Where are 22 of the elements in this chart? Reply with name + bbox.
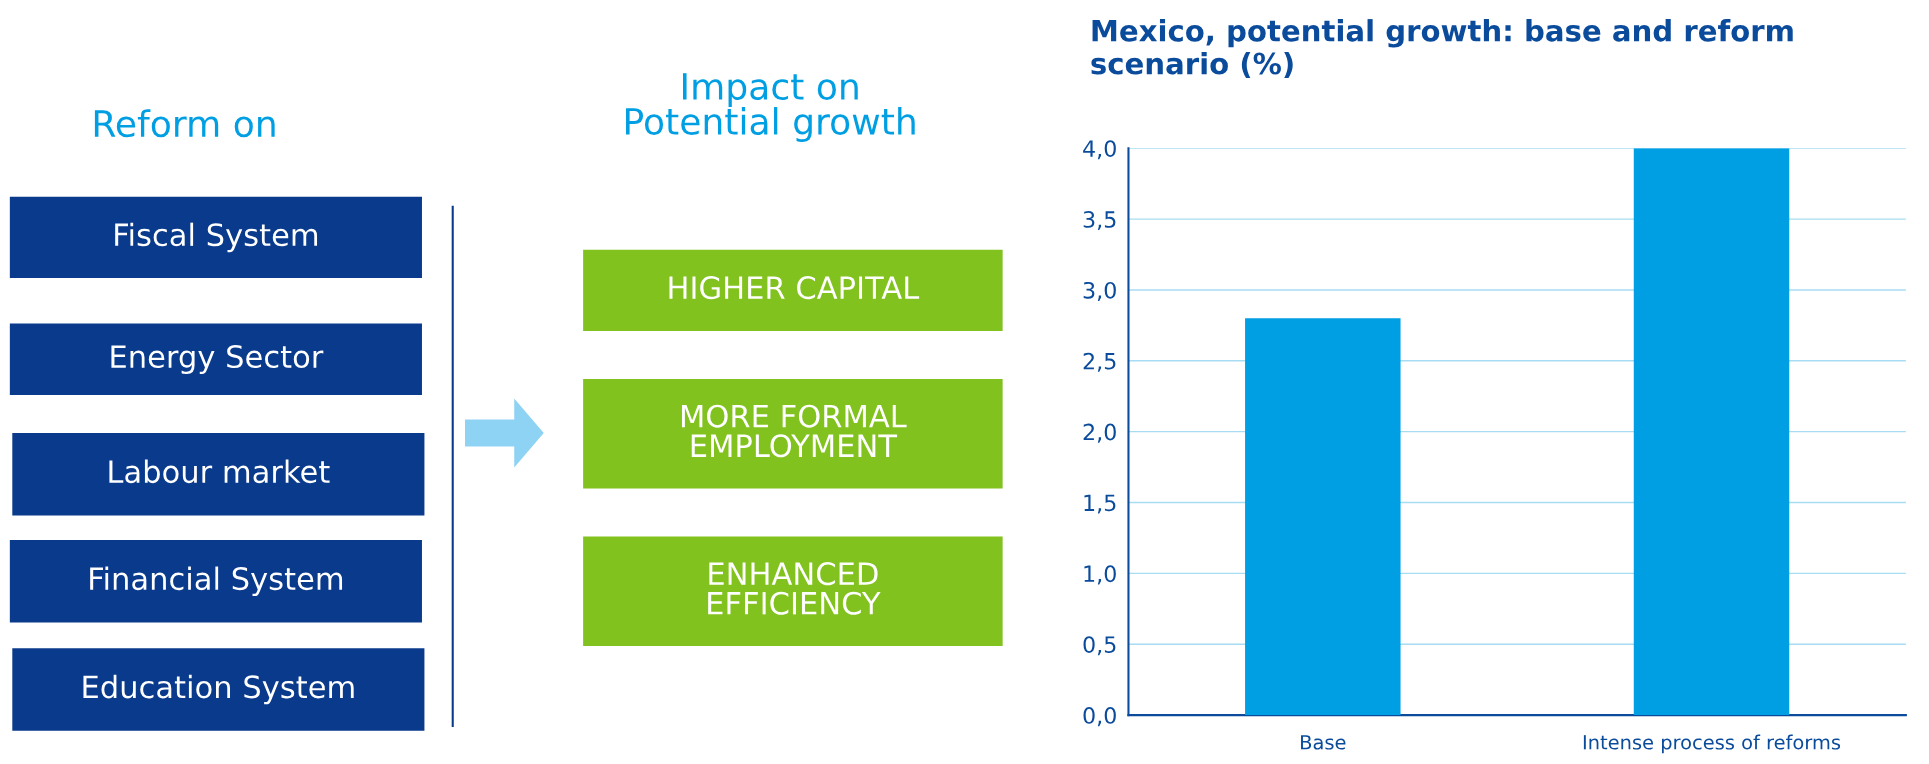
text: Reform on: [94, 109, 275, 138]
text: Impact on Potential growth: [626, 73, 915, 142]
y-tick-label: 2,5: [1083, 352, 1116, 372]
text: Fiscal System: [115, 222, 318, 253]
y-tick-label: 0,5: [1083, 636, 1116, 656]
text: Financial System: [90, 566, 343, 597]
x-tick-label: Base: [1301, 735, 1346, 750]
text: MORE FORMAL EMPLOYMENT: [681, 404, 907, 458]
y-tick-label: 2,0: [1083, 423, 1116, 443]
text: HIGHER CAPITAL: [669, 276, 920, 300]
y-tick-label: 3,0: [1083, 281, 1116, 301]
y-tick-label: 1,5: [1084, 494, 1116, 514]
chart-title: Mexico, potential growth: base and reform scenario (%): [1091, 19, 1793, 78]
text: Labour market: [109, 459, 330, 484]
y-tick-label: 4,0: [1083, 140, 1116, 160]
y-tick-label: 0,0: [1083, 707, 1116, 727]
x-tick-label: Intense process of reforms: [1583, 734, 1841, 754]
text: Education System: [83, 674, 354, 705]
text: ENHANCED EFFICIENCY: [708, 562, 881, 615]
y-tick-label: 3,5: [1083, 211, 1116, 231]
y-tick-label: 1,0: [1084, 565, 1116, 585]
text: Energy Sector: [111, 344, 324, 375]
